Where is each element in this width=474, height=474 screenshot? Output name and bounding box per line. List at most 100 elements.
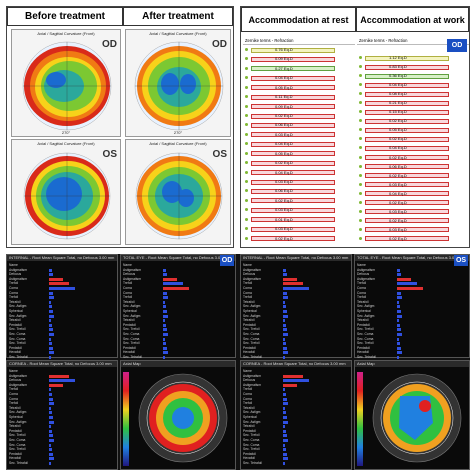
topo-map-od-after: Axial / Sagittal Curvature (Front) OD 27… <box>125 29 231 137</box>
term-row: Pentafoil <box>9 323 117 328</box>
term-bar <box>49 383 63 387</box>
term-row: Sec. Trefoil <box>243 327 351 332</box>
term-label: Trefoil <box>357 295 367 300</box>
zernike-value: 0.02 Eq.D <box>389 235 407 241</box>
term-bar <box>49 332 54 336</box>
term-bar <box>49 461 51 465</box>
status-dot-icon <box>245 114 248 117</box>
zernike-value: 0.03 Eq.D <box>389 208 407 214</box>
term-bar <box>49 309 53 313</box>
term-bar <box>283 296 288 300</box>
term-bar <box>283 420 288 424</box>
term-bar <box>283 397 287 401</box>
status-dot-icon <box>245 66 248 70</box>
term-row: Pentafoil <box>123 346 233 351</box>
os-tag: OS <box>454 255 468 266</box>
term-label: Pentafoil <box>243 451 256 456</box>
zernike-bar <box>251 141 336 147</box>
zernike-value: 0.02 Eq.D <box>389 172 407 178</box>
term-bar <box>397 282 417 286</box>
zernike-row: 0.27 Eq.D <box>245 66 353 72</box>
term-bar <box>283 392 286 396</box>
term-bar <box>283 300 285 304</box>
zernike-rest-column: Zernike terms - Refraction 0.76 Eq.D 0.09… <box>243 37 355 245</box>
term-row: Sec. Tetrafoil <box>9 355 117 360</box>
term-label: Trefoil <box>9 387 19 392</box>
status-dot-icon <box>359 56 362 59</box>
term-bar <box>283 319 285 323</box>
term-label: Coma <box>357 290 366 295</box>
status-dot-icon <box>359 92 362 96</box>
status-dot-icon <box>359 83 362 87</box>
topo-caption: Axial / Sagittal Curvature (Front) <box>149 31 207 36</box>
term-label: Sec. Coma <box>9 336 26 341</box>
term-label: Spherical <box>357 308 371 313</box>
term-label: Astigmatism <box>9 382 27 387</box>
term-label: Pentafoil <box>357 345 370 350</box>
term-label: Defocus <box>243 272 256 277</box>
term-label: Pentafoil <box>123 345 136 350</box>
term-label: Trefoil <box>243 295 253 300</box>
term-row: Sec. Tetrafoil <box>9 461 117 466</box>
term-row: Coma <box>123 291 233 296</box>
term-label: Coma <box>243 285 252 290</box>
term-row: Trefoil <box>123 295 233 300</box>
term-row: Tetrafoil <box>123 318 233 323</box>
status-dot-icon <box>359 65 362 69</box>
zernike-panel-title: Zernike terms - Refraction <box>243 37 355 45</box>
term-row: Sec. Astigm <box>243 314 351 319</box>
zernike-bar <box>365 173 450 179</box>
term-label: Sec. Coma <box>243 331 260 336</box>
term-row: Astigmatism <box>9 277 117 282</box>
zernike-bar <box>251 104 336 110</box>
term-row: Pentafoil <box>9 429 117 434</box>
term-row: Sec. Trefoil <box>243 447 351 452</box>
term-bar <box>283 332 288 336</box>
term-bar <box>49 438 54 442</box>
zernike-row: 0.04 Eq.D <box>245 141 353 147</box>
term-row: Tetrafoil <box>243 318 351 323</box>
zernike-value: 0.21 Eq.D <box>389 100 407 106</box>
topo-caption: Axial / Sagittal Curvature (Front) <box>149 141 207 146</box>
term-row: Coma <box>123 286 233 291</box>
term-bar <box>283 448 286 452</box>
term-bar <box>163 268 166 272</box>
term-bar <box>49 415 53 419</box>
term-label: Sec. Coma <box>123 336 140 341</box>
term-row: Sec. Coma <box>123 337 233 342</box>
zernike-bar <box>365 100 450 106</box>
term-label: Sec. Coma <box>9 437 26 442</box>
term-row: Sec. Trefoil <box>123 341 233 346</box>
term-bar <box>49 296 54 300</box>
zernike-row: 0.02 Eq.D <box>359 218 467 224</box>
term-label: Pentafoil <box>243 345 256 350</box>
zernike-value: 0.05 Eq.D <box>275 84 293 90</box>
term-label: Coma <box>243 391 252 396</box>
term-label: Sec. Coma <box>357 331 374 336</box>
zernike-value: 0.01 Eq.D <box>275 216 293 222</box>
zernike-bar <box>365 191 450 197</box>
term-bar <box>49 300 51 304</box>
term-bar <box>283 438 288 442</box>
term-row: Trefoil <box>243 401 351 406</box>
zernike-value: 0.02 Eq.D <box>389 136 407 142</box>
term-label: Astigmatism <box>9 373 27 378</box>
term-bar <box>283 429 286 433</box>
topo-map-image <box>135 152 223 240</box>
zernike-bar <box>365 164 450 170</box>
zernike-value: 0.03 Eq.D <box>275 226 293 232</box>
term-row: Hexafoil <box>123 350 233 355</box>
status-dot-icon <box>359 182 362 186</box>
zernike-row: 0.09 Eq.D <box>245 56 353 62</box>
term-label: Coma <box>9 290 18 295</box>
zernike-row: 0.03 Eq.D <box>359 209 467 215</box>
term-row: Sec. Astigm <box>243 420 351 425</box>
term-bar <box>283 277 297 281</box>
term-label: Astigmatism <box>243 267 261 272</box>
term-label: Spherical <box>123 308 137 313</box>
term-bar <box>397 323 400 327</box>
term-label: Sec. Coma <box>9 331 26 336</box>
axis-label: 270° <box>173 130 183 135</box>
term-label: Sec. Trefoil <box>243 433 260 438</box>
zernike-row: 0.04 Eq.D <box>359 191 467 197</box>
